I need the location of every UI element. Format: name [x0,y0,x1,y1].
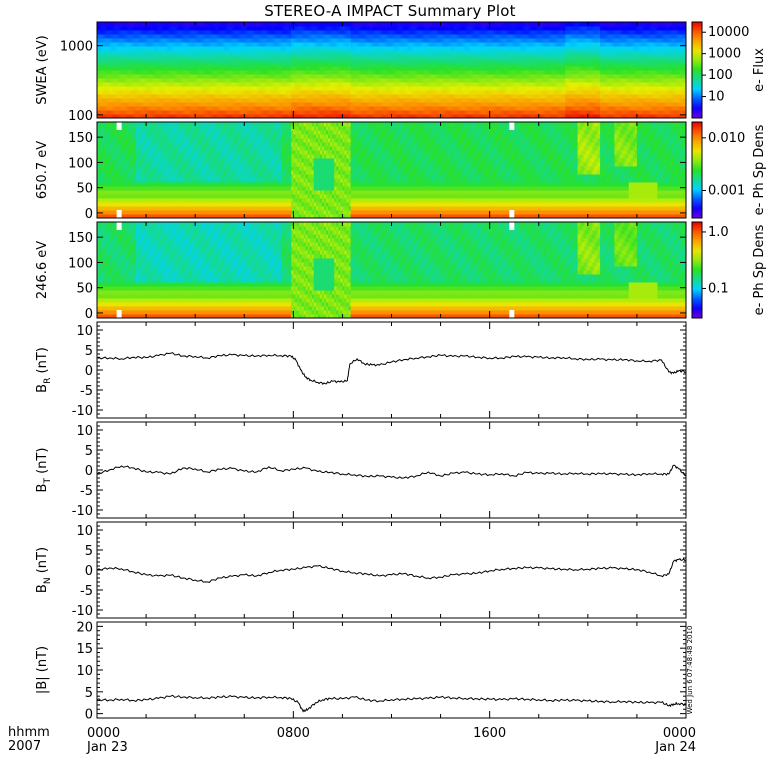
swea-spectrogram [97,22,687,119]
plot-title: STEREO-A IMPACT Summary Plot [0,2,780,20]
